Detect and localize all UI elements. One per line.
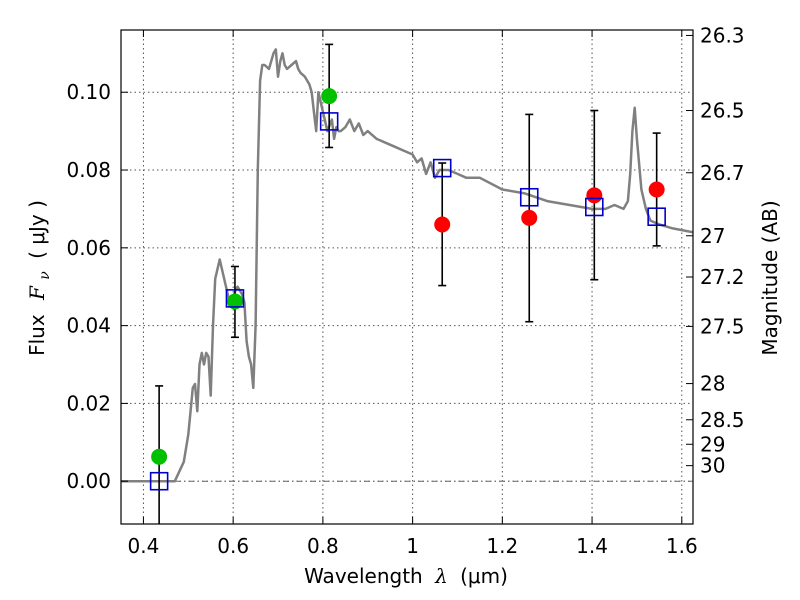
plot-area — [121, 43, 693, 524]
y2-tick-label: 26.5 — [700, 99, 745, 123]
x-tick-label: 1.4 — [576, 534, 608, 558]
model-point-square — [149, 471, 169, 491]
x-tick-label: 1 — [406, 534, 419, 558]
y2-tick-label: 30 — [700, 454, 725, 478]
y2-tick-label: 28.5 — [700, 408, 745, 432]
y-tick-label: 0.00 — [66, 469, 111, 493]
plot-frame — [120, 29, 694, 525]
x-tick-label: 1.6 — [666, 534, 698, 558]
data-point-circle — [151, 448, 168, 465]
x-tick-label: 0.6 — [217, 534, 249, 558]
model-point-square — [647, 207, 666, 227]
y2-tick-label: 28 — [700, 372, 725, 396]
y-axis-title: Flux F ν ( μJy ) — [25, 200, 54, 356]
data-point-circle — [434, 216, 451, 233]
y2-tick-label: 27 — [700, 224, 725, 248]
y2-tick-label: 26.3 — [700, 23, 745, 47]
axes: 0.4 0.6 0.8 1 1.2 1.4 1.6 0.00 0.02 0.04 0.06 0.08 0… — [66, 23, 744, 558]
template-spectrum-line — [121, 48, 693, 483]
y2-tick-label: 27.5 — [700, 314, 745, 338]
data-point-circle — [586, 187, 603, 204]
y2-tick-label: 27.2 — [700, 265, 745, 289]
x-tick-label: 0.4 — [128, 534, 160, 558]
x-tick-label: 1.2 — [486, 534, 518, 558]
x-axis-title: Wavelength λ (μm) — [304, 564, 508, 588]
y2-axis-title: Magnitude (AB) — [758, 200, 782, 355]
y-tick-label: 0.08 — [66, 158, 111, 182]
y-tick-label: 0.02 — [66, 391, 111, 415]
data-point-circle — [648, 181, 665, 198]
data-point-circle — [321, 88, 338, 105]
y-tick-label: 0.06 — [66, 236, 111, 260]
data-point-circle — [521, 209, 538, 226]
y-tick-label: 0.04 — [66, 314, 111, 338]
x-tick-label: 0.8 — [307, 534, 339, 558]
y-tick-label: 0.10 — [66, 80, 111, 104]
grid-lines — [121, 30, 693, 524]
model-point-square — [319, 112, 339, 131]
y2-tick-label: 26.7 — [700, 161, 745, 185]
y2-tick-label: 29 — [700, 432, 725, 456]
data-point-circle — [226, 293, 243, 310]
model-point-square — [585, 197, 604, 217]
model-point-square — [519, 187, 539, 207]
model-point-square — [432, 158, 452, 178]
model-point-square — [225, 289, 245, 308]
